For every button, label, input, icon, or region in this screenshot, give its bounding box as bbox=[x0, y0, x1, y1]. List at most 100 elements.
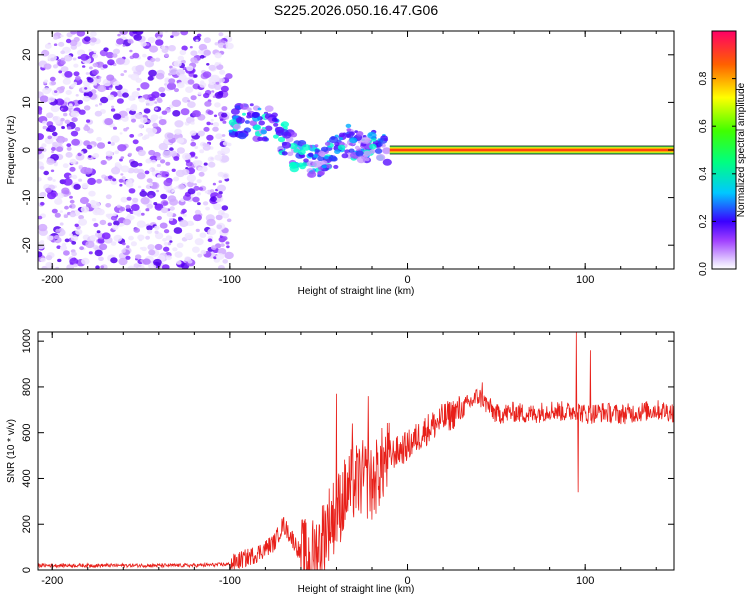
noise-blob bbox=[136, 213, 142, 217]
noise-blob bbox=[89, 234, 97, 241]
transition-blob bbox=[314, 148, 320, 153]
noise-blob bbox=[220, 146, 231, 155]
noise-blob bbox=[44, 79, 49, 83]
noise-blob bbox=[115, 57, 125, 65]
noise-blob bbox=[91, 69, 99, 75]
noise-blob bbox=[160, 193, 168, 200]
noise-blob bbox=[113, 113, 122, 120]
transition-blob bbox=[374, 148, 383, 154]
noise-blob bbox=[182, 152, 191, 161]
noise-blob bbox=[94, 249, 103, 257]
noise-blob bbox=[196, 192, 202, 196]
noise-blob bbox=[187, 101, 196, 108]
transition-blob bbox=[312, 160, 322, 168]
noise-blob bbox=[80, 53, 89, 61]
y-tick-label: 800 bbox=[21, 378, 33, 396]
noise-blob bbox=[166, 211, 174, 217]
noise-blob bbox=[176, 242, 184, 248]
noise-blob bbox=[119, 206, 126, 212]
transition-blob bbox=[230, 108, 240, 115]
noise-blob bbox=[51, 208, 58, 214]
noise-blob bbox=[197, 91, 202, 95]
noise-blob bbox=[126, 196, 132, 201]
noise-blob bbox=[56, 146, 64, 152]
noise-blob bbox=[154, 232, 164, 240]
noise-blob bbox=[71, 138, 80, 146]
transition-blob bbox=[277, 136, 286, 143]
noise-blob bbox=[92, 62, 99, 68]
noise-blob bbox=[204, 101, 212, 107]
transition-blob bbox=[329, 136, 339, 144]
noise-blob bbox=[114, 162, 121, 167]
noise-blob bbox=[181, 45, 188, 51]
noise-blob bbox=[173, 227, 183, 234]
noise-blob bbox=[155, 72, 165, 80]
noise-blob bbox=[154, 203, 164, 211]
noise-blob bbox=[194, 146, 199, 149]
noise-blob bbox=[216, 64, 224, 70]
noise-blob bbox=[90, 37, 97, 43]
noise-blob bbox=[103, 47, 109, 52]
noise-blob bbox=[143, 134, 150, 139]
noise-blob bbox=[39, 166, 45, 170]
y-tick-label: 1000 bbox=[21, 329, 33, 353]
y-tick-label: 10 bbox=[21, 96, 33, 108]
transition-blob bbox=[334, 149, 341, 154]
noise-blob bbox=[154, 243, 163, 251]
colorbar-scale bbox=[711, 30, 737, 270]
noise-blob bbox=[107, 59, 115, 66]
noise-blob bbox=[117, 33, 121, 37]
noise-blob bbox=[73, 63, 79, 68]
transition-blob bbox=[289, 132, 298, 138]
transition-blob bbox=[307, 171, 317, 178]
noise-blob bbox=[73, 71, 80, 77]
transition-blob bbox=[253, 124, 262, 131]
noise-blob bbox=[171, 189, 176, 193]
transition-blob bbox=[383, 138, 389, 142]
transition-blob bbox=[246, 114, 252, 119]
noise-blob bbox=[140, 117, 148, 124]
noise-blob bbox=[120, 173, 124, 176]
noise-blob bbox=[224, 251, 234, 260]
noise-blob bbox=[53, 163, 58, 167]
noise-blob bbox=[38, 109, 43, 114]
noise-blob bbox=[112, 212, 117, 217]
noise-blob bbox=[45, 128, 51, 132]
noise-blob bbox=[120, 196, 128, 203]
noise-blob bbox=[197, 202, 201, 206]
noise-blob bbox=[148, 194, 154, 199]
noise-blob bbox=[194, 238, 204, 246]
noise-blob bbox=[112, 178, 117, 182]
colorbar: 0.0 0.2 0.4 0.6 0.8 Normalized spectral ampl… bbox=[698, 30, 747, 276]
noise-blob bbox=[47, 88, 52, 92]
noise-blob bbox=[85, 202, 91, 207]
noise-blob bbox=[44, 137, 54, 145]
noise-blob bbox=[148, 96, 154, 101]
noise-blob bbox=[71, 241, 77, 245]
noise-blob bbox=[215, 81, 220, 85]
noise-blob bbox=[198, 187, 204, 191]
noise-blob bbox=[176, 138, 181, 143]
noise-blob bbox=[51, 147, 56, 151]
noise-blob bbox=[154, 107, 158, 111]
noise-blob bbox=[70, 130, 79, 137]
noise-blob bbox=[52, 179, 56, 182]
noise-blob bbox=[148, 45, 159, 53]
noise-blob bbox=[123, 70, 128, 73]
noise-blob bbox=[148, 182, 153, 187]
noise-blob bbox=[216, 253, 225, 260]
noise-blob bbox=[110, 108, 116, 112]
noise-blob bbox=[207, 156, 215, 162]
noise-blob bbox=[96, 142, 106, 149]
noise-blob bbox=[93, 82, 97, 86]
noise-blob bbox=[86, 119, 91, 123]
noise-blob bbox=[199, 232, 207, 238]
noise-blob bbox=[219, 118, 224, 122]
noise-blob bbox=[166, 169, 170, 173]
noise-blob bbox=[38, 202, 41, 206]
noise-blob bbox=[119, 132, 123, 135]
noise-blob bbox=[128, 188, 136, 194]
noise-blob bbox=[60, 34, 64, 38]
noise-blob bbox=[145, 158, 152, 164]
